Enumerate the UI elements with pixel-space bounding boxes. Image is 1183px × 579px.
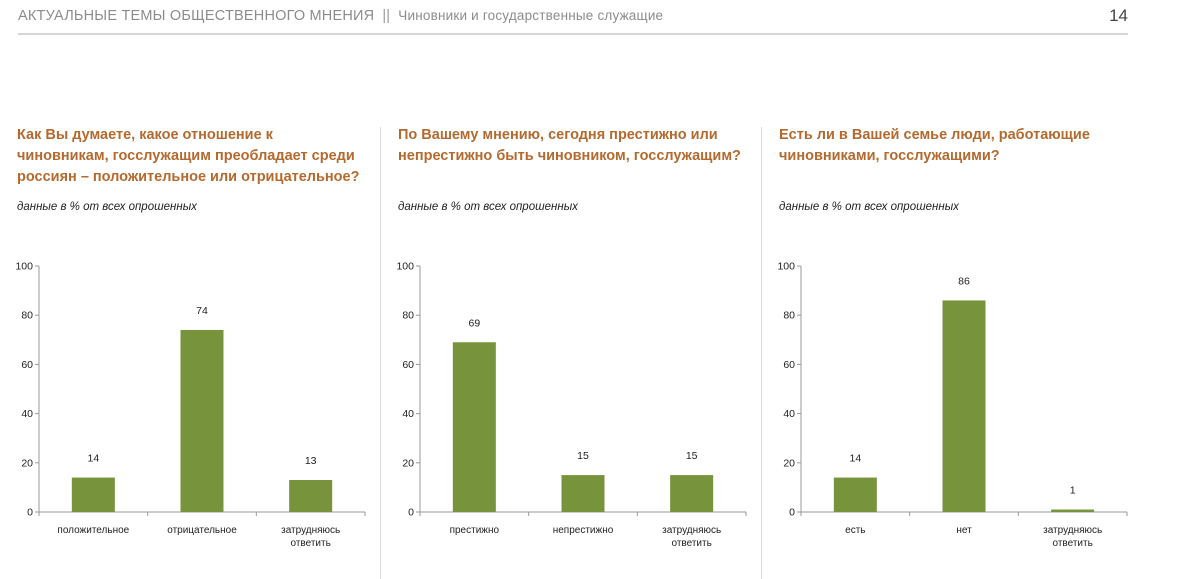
y-tick-label: 0 xyxy=(27,507,33,519)
category-label: ответить xyxy=(672,538,712,549)
header-title: АКТУАЛЬНЫЕ ТЕМЫ ОБЩЕСТВЕННОГО МНЕНИЯ || Чи… xyxy=(18,8,663,24)
category-label: затрудняюсь xyxy=(1043,525,1102,536)
bar xyxy=(833,477,877,512)
bar xyxy=(180,329,224,512)
category-label: ответить xyxy=(1053,538,1093,549)
bar xyxy=(1051,509,1095,512)
category-label: престижно xyxy=(450,525,500,536)
header-separator: || xyxy=(382,8,391,24)
data-label: 14 xyxy=(87,453,99,465)
data-label: 15 xyxy=(577,450,589,462)
data-label: 14 xyxy=(849,453,861,465)
panel-divider-1 xyxy=(380,127,381,579)
category-label: есть xyxy=(845,525,865,536)
data-label: 86 xyxy=(958,275,970,287)
y-tick-label: 20 xyxy=(21,457,33,469)
page-header: АКТУАЛЬНЫЕ ТЕМЫ ОБЩЕСТВЕННОГО МНЕНИЯ || Чи… xyxy=(18,6,1128,35)
category-label: отрицательное xyxy=(167,525,237,536)
page-number: 14 xyxy=(1109,6,1128,25)
chart-panel-prestige: По Вашему мнению, сегодня престижно или … xyxy=(381,125,761,579)
chart-panel-attitude: Как Вы думаете, какое отношение к чиновн… xyxy=(0,125,380,579)
chart-question: Есть ли в Вашей семье люди, работающие ч… xyxy=(779,127,1090,164)
bar-chart-prestige: 0 20 40 60 80 100 69 престижно 15 непрестижно 15 за… xyxy=(396,261,747,549)
y-tick-label: 40 xyxy=(21,408,33,420)
bar xyxy=(452,342,496,512)
panel-divider-2 xyxy=(761,127,762,579)
category-label: нет xyxy=(956,525,972,536)
category-label: непрестижно xyxy=(553,525,614,536)
chart-subtitle: данные в % от всех опрошенных xyxy=(17,201,197,213)
y-tick-label: 60 xyxy=(783,359,795,371)
bar-chart-attitude: 0 20 40 60 80 100 14 положительное 74 отрицательн… xyxy=(15,261,366,549)
y-tick-label: 0 xyxy=(789,507,795,519)
category-label: затрудняюсь xyxy=(281,525,340,536)
data-label: 15 xyxy=(686,450,698,462)
data-label: 1 xyxy=(1070,485,1076,497)
header-rule xyxy=(18,33,1128,35)
chart-question: По Вашему мнению, сегодня престижно или … xyxy=(398,127,741,164)
y-tick-label: 0 xyxy=(408,507,414,519)
y-tick-label: 80 xyxy=(783,310,795,322)
bar xyxy=(561,475,605,512)
y-tick-label: 80 xyxy=(402,310,414,322)
y-tick-label: 40 xyxy=(402,408,414,420)
bar xyxy=(71,477,115,512)
y-tick-label: 60 xyxy=(402,359,414,371)
category-label: положительное xyxy=(57,525,129,536)
chart-panel-family: Есть ли в Вашей семье люди, работающие ч… xyxy=(762,125,1142,579)
category-label: ответить xyxy=(291,538,331,549)
y-tick-label: 100 xyxy=(777,261,795,273)
chart-subtitle: данные в % от всех опрошенных xyxy=(779,201,959,213)
bar xyxy=(289,480,333,512)
data-label: 13 xyxy=(305,455,317,467)
category-label: затрудняюсь xyxy=(662,525,721,536)
bar xyxy=(670,475,714,512)
y-tick-label: 80 xyxy=(21,310,33,322)
data-label: 69 xyxy=(468,317,480,329)
chart-subtitle: данные в % от всех опрошенных xyxy=(398,201,578,213)
report-title: АКТУАЛЬНЫЕ ТЕМЫ ОБЩЕСТВЕННОГО МНЕНИЯ xyxy=(18,8,375,24)
y-tick-label: 100 xyxy=(15,261,33,273)
data-label: 74 xyxy=(196,305,208,317)
y-tick-label: 20 xyxy=(402,457,414,469)
y-tick-label: 60 xyxy=(21,359,33,371)
section-title: Чиновники и государственные служащие xyxy=(398,8,664,23)
bar xyxy=(942,300,986,512)
bar-chart-family: 0 20 40 60 80 100 14 есть 86 нет 1 затрудняюсь ответ… xyxy=(777,261,1128,549)
chart-question: Как Вы думаете, какое отношение к чиновн… xyxy=(17,127,360,185)
y-tick-label: 20 xyxy=(783,457,795,469)
y-tick-label: 100 xyxy=(396,261,414,273)
y-tick-label: 40 xyxy=(783,408,795,420)
